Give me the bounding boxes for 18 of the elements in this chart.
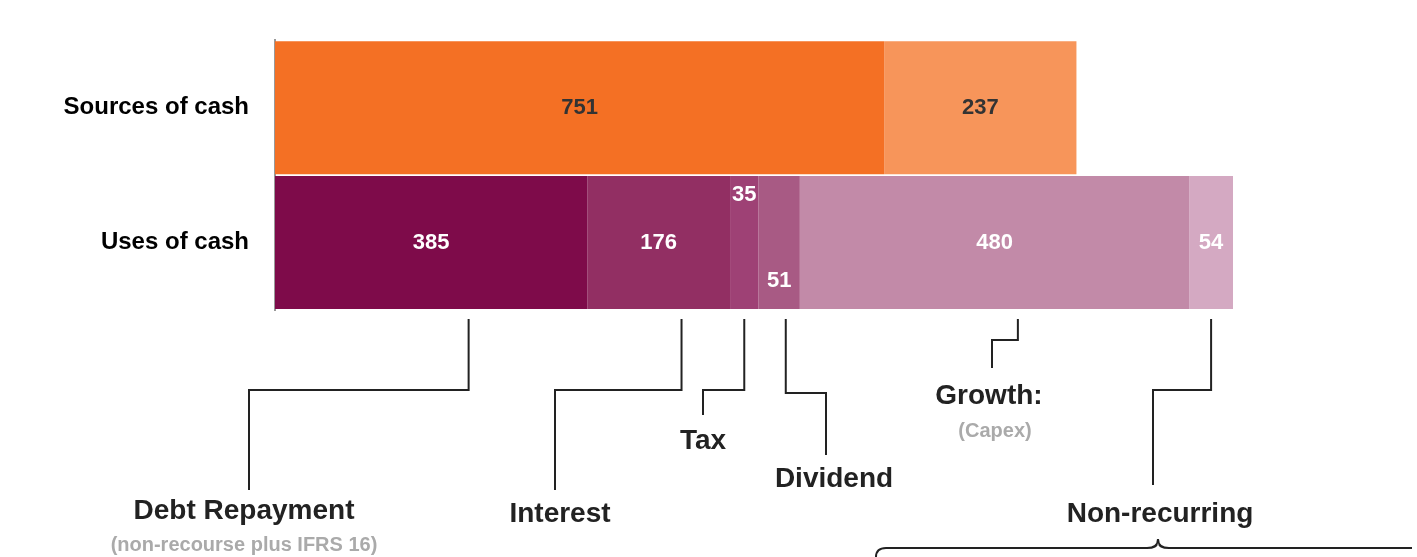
text: (Capex) (958, 418, 1032, 442)
data-label: 751 (561, 93, 598, 119)
y-tick-label: Uses of cash (100, 227, 249, 255)
data-label: 51 (766, 266, 792, 292)
text: Dividend (774, 462, 894, 494)
text: Debt Repayment (133, 494, 355, 526)
text: Interest (509, 497, 611, 529)
data-label: 237 (961, 93, 999, 119)
data-label: 176 (640, 228, 678, 254)
data-label: 385 (412, 228, 450, 254)
text: Tax (679, 424, 727, 456)
y-tick-label: Sources of cash (63, 92, 249, 120)
data-label: 480 (976, 228, 1013, 254)
data-label: 54 (1198, 228, 1225, 254)
data-label: 35 (732, 180, 757, 206)
text: (non-recourse plus IFRS 16) (110, 532, 378, 556)
text: Growth: (935, 379, 1043, 411)
text: Non-recurring (1066, 497, 1254, 529)
